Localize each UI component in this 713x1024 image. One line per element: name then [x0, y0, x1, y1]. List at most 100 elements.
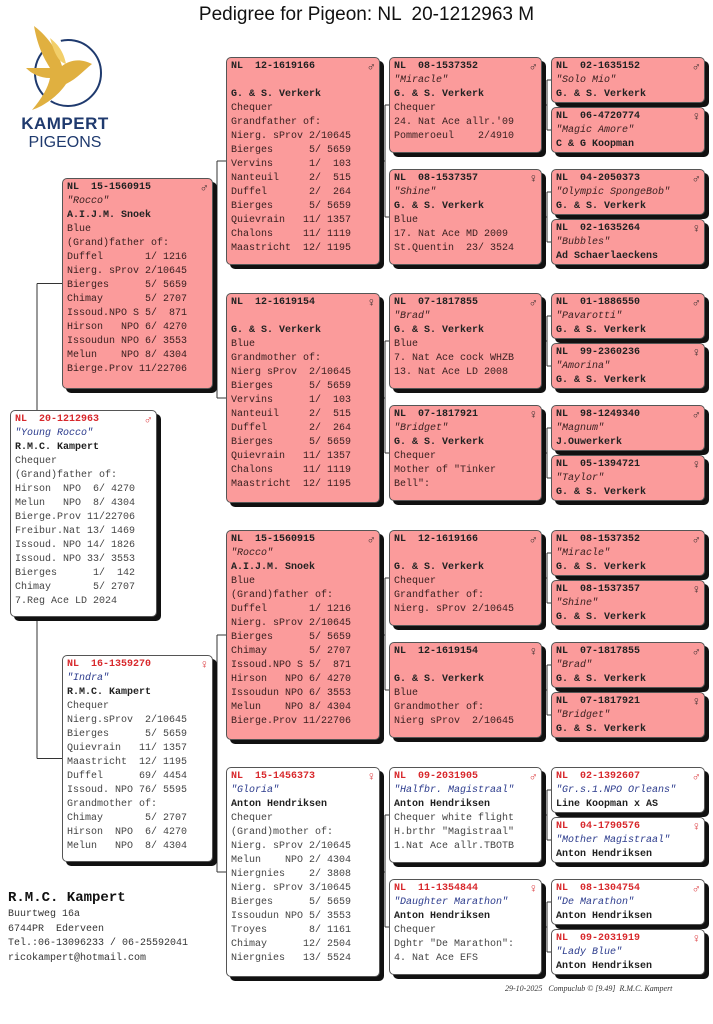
- pigeon-card[interactable]: NL 02-1635152 ♂ "Solo Mio" G. & S. Verkerk: [551, 57, 705, 103]
- card-detail-line: (Grand)father of:: [15, 470, 118, 481]
- card-detail-line: Chimay 12/ 2504: [231, 939, 352, 950]
- card-header: NL 04-2050373 ♂: [556, 172, 700, 186]
- card-detail-line: (Grand)father of:: [231, 590, 334, 601]
- breeder-name: G. & S. Verkerk: [556, 612, 647, 623]
- pigeon-name: "De Marathon": [556, 897, 635, 908]
- pigeon-card[interactable]: NL 15-1560915 ♂ "Rocco" A.I.J.M. Snoek Blue (…: [226, 530, 380, 740]
- pigeon-card[interactable]: NL 11-1354844 ♀ "Daughter Marathon" Anton H…: [389, 879, 542, 975]
- pigeon-card[interactable]: NL 20-1212963 ♂ "Young Rocco" R.M.C. Kamper…: [10, 410, 157, 617]
- ring-number: NL 20-1212963: [15, 414, 100, 425]
- female-sex-icon: ♀: [367, 770, 375, 784]
- card-header: NL 08-1537352 ♂: [394, 60, 537, 74]
- pigeon-card[interactable]: NL 07-1817855 ♂ "Brad" G. & S. Verkerk Blue 7…: [389, 293, 542, 389]
- female-sex-icon: ♀: [692, 458, 700, 472]
- card-detail-line: Nierg. sProv 2/10645: [67, 266, 188, 277]
- pigeon-name: "Gloria": [231, 785, 280, 796]
- male-sex-icon: ♂: [692, 408, 700, 422]
- card-header: NL 08-1537357 ♀: [394, 172, 537, 186]
- card-detail-line: Maastricht 12/ 1195: [231, 479, 352, 490]
- pigeon-card[interactable]: NL 04-1790576 ♀ "Mother Magistraal" Anton H…: [551, 817, 705, 863]
- card-detail-line: Freibur.Nat 13/ 1469: [15, 526, 136, 537]
- pigeon-card[interactable]: NL 08-1537357 ♀ "Shine" G. & S. Verkerk: [551, 580, 705, 626]
- breeder-name: Line Koopman x AS: [556, 799, 659, 810]
- pigeon-name: "Taylor": [556, 473, 605, 484]
- card-detail-line: Issoudun NPO 6/ 3553: [231, 688, 352, 699]
- pigeon-card[interactable]: NL 08-1537357 ♀ "Shine" G. & S. Verkerk Blue…: [389, 169, 542, 265]
- card-detail-line: Bierges 5/ 5659: [231, 437, 352, 448]
- footer-print-info: 29-10-2025 Compuclub © [9.49] R.M.C. Kam…: [505, 984, 673, 993]
- card-detail-line: Blue: [231, 576, 256, 587]
- card-detail-line: Chequer: [394, 925, 437, 936]
- pigeon-name: [231, 310, 375, 324]
- card-detail-line: Nierg. sProv 2/10645: [231, 841, 352, 852]
- card-header: NL 12-1619166 ♂: [231, 60, 375, 74]
- pigeon-card[interactable]: NL 08-1304754 ♂ "De Marathon" Anton Hendrik…: [551, 879, 705, 925]
- pigeon-card[interactable]: NL 12-1619166 ♂ G. & S. Verkerk Chequer Gran…: [389, 530, 542, 626]
- pigeon-card[interactable]: NL 15-1560915 ♂ "Rocco" A.I.J.M. Snoek Blue (…: [62, 178, 213, 389]
- pigeon-card[interactable]: NL 05-1394721 ♀ "Taylor" G. & S. Verkerk: [551, 455, 705, 501]
- card-detail-line: Chimay 5/ 2707: [231, 646, 352, 657]
- card-detail-line: Duffel 2/ 264: [231, 187, 352, 198]
- ring-number: NL 15-1456373: [231, 771, 316, 782]
- ring-number: NL 15-1560915: [231, 534, 316, 545]
- pigeon-card[interactable]: NL 09-2031905 ♂ "Halfbr. Magistraal" Anton …: [389, 767, 542, 863]
- logo-text-pigeons: PIGEONS: [28, 134, 102, 151]
- pigeon-name: "Bridget": [556, 710, 611, 721]
- ring-number: NL 12-1619154: [231, 297, 316, 308]
- card-header: NL 15-1560915 ♂: [231, 533, 375, 547]
- breeder-name: Anton Hendriksen: [394, 911, 491, 922]
- card-detail-line: Nierg. sProv 3/10645: [231, 883, 352, 894]
- pigeon-card[interactable]: NL 12-1619154 ♀ G. & S. Verkerk Blue Grandmo…: [226, 293, 380, 503]
- card-detail-line: Chequer white flight: [394, 813, 515, 824]
- pigeon-card[interactable]: NL 06-4720774 ♀ "Magic Amore" C & G Koopman: [551, 107, 705, 153]
- pigeon-name: "Lady Blue": [556, 947, 623, 958]
- card-detail-line: Chimay 5/ 2707: [67, 813, 188, 824]
- pigeon-card[interactable]: NL 07-1817921 ♀ "Bridget" G. & S. Verkerk: [551, 692, 705, 738]
- card-detail-line: St.Quentin 23/ 3524: [394, 243, 515, 254]
- pigeon-card[interactable]: NL 07-1817855 ♂ "Brad" G. & S. Verkerk: [551, 642, 705, 688]
- card-detail-line: Issoudun NPO 5/ 3553: [231, 911, 352, 922]
- card-detail-line: Melun NPO 8/ 4304: [15, 498, 136, 509]
- pigeon-card[interactable]: NL 01-1886550 ♂ "Pavarotti" G. & S. Verkerk: [551, 293, 705, 339]
- card-detail-line: Hirson NPO 6/ 4270: [67, 827, 188, 838]
- card-detail-line: Nierg sProv 2/10645: [394, 716, 515, 727]
- female-sex-icon: ♀: [529, 645, 537, 659]
- pigeon-name: "Indra": [67, 673, 110, 684]
- pigeon-card[interactable]: NL 15-1456373 ♀ "Gloria" Anton Hendriksen Ch…: [226, 767, 380, 977]
- pigeon-card[interactable]: NL 08-1537352 ♂ "Miracle" G. & S. Verkerk: [551, 530, 705, 576]
- female-sex-icon: ♀: [200, 658, 208, 672]
- breeder-name: G. & S. Verkerk: [394, 562, 485, 573]
- card-header: NL 02-1392607 ♂: [556, 770, 700, 784]
- card-detail-line: Chequer: [394, 451, 437, 462]
- pigeon-card[interactable]: NL 99-2360236 ♀ "Amorina" G. & S. Verkerk: [551, 343, 705, 389]
- owner-street: Buurtweg 16a: [8, 909, 81, 920]
- card-detail-line: Issoud. NPO 76/ 5595: [67, 785, 188, 796]
- pigeon-card[interactable]: NL 12-1619154 ♀ G. & S. Verkerk Blue Grandmo…: [389, 642, 542, 738]
- card-detail-line: Melun NPO 8/ 4304: [231, 702, 352, 713]
- card-detail-line: Blue: [231, 339, 256, 350]
- pigeon-card[interactable]: NL 02-1392607 ♂ "Gr.s.1.NPO Orleans" Line K…: [551, 767, 705, 813]
- pigeon-card[interactable]: NL 16-1359270 ♀ "Indra" R.M.C. Kampert Chequ…: [62, 655, 213, 862]
- pigeon-card[interactable]: NL 04-2050373 ♂ "Olympic SpongeBob" G. & S.…: [551, 169, 705, 215]
- card-detail-line: Bierge.Prov 11/22706: [15, 512, 136, 523]
- pigeon-card[interactable]: NL 98-1249340 ♂ "Magnum" J.Ouwerkerk: [551, 405, 705, 451]
- card-header: NL 12-1619154 ♀: [394, 645, 537, 659]
- card-detail-line: (Grand)mother of:: [231, 827, 334, 838]
- breeder-name: J.Ouwerkerk: [556, 437, 623, 448]
- pigeon-card[interactable]: NL 08-1537352 ♂ "Miracle" G. & S. Verkerk Ch…: [389, 57, 542, 153]
- male-sex-icon: ♂: [529, 770, 537, 784]
- owner-email[interactable]: ricokampert@hotmail.com: [8, 952, 147, 964]
- card-detail-line: Chequer: [231, 103, 274, 114]
- pigeon-card[interactable]: NL 09-2031919 ♀ "Lady Blue" Anton Hendrikse…: [551, 929, 705, 975]
- card-detail-line: Vervins 1/ 103: [231, 395, 352, 406]
- pigeon-card[interactable]: NL 07-1817921 ♀ "Bridget" G. & S. Verkerk Ch…: [389, 405, 542, 501]
- card-detail-line: Maastricht 12/ 1195: [67, 757, 188, 768]
- ring-number: NL 12-1619166: [394, 534, 479, 545]
- pigeon-card[interactable]: NL 02-1635264 ♀ "Bubbles" Ad Schaerlaeckens: [551, 219, 705, 265]
- female-sex-icon: ♀: [529, 172, 537, 186]
- ring-number: NL 06-4720774: [556, 111, 641, 122]
- pigeon-card[interactable]: NL 12-1619166 ♂ G. & S. Verkerk Chequer Gran…: [226, 57, 380, 265]
- male-sex-icon: ♂: [367, 533, 375, 547]
- ring-number: NL 12-1619154: [394, 646, 479, 657]
- pigeon-name: "Magnum": [556, 423, 605, 434]
